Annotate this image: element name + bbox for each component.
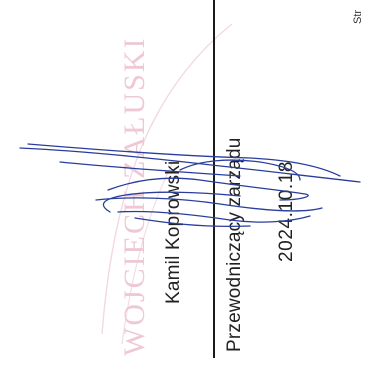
stamp-text: WOJCIECH ZAŁUSKI [118, 37, 151, 356]
signature-divider [213, 0, 215, 358]
signer-name: Kamil Koprowski [163, 160, 184, 304]
page-side-label: Str [352, 9, 364, 24]
signer-role: Przewodniczący zarządu [224, 137, 245, 352]
signature-date: 2024.10.18 [276, 160, 297, 262]
